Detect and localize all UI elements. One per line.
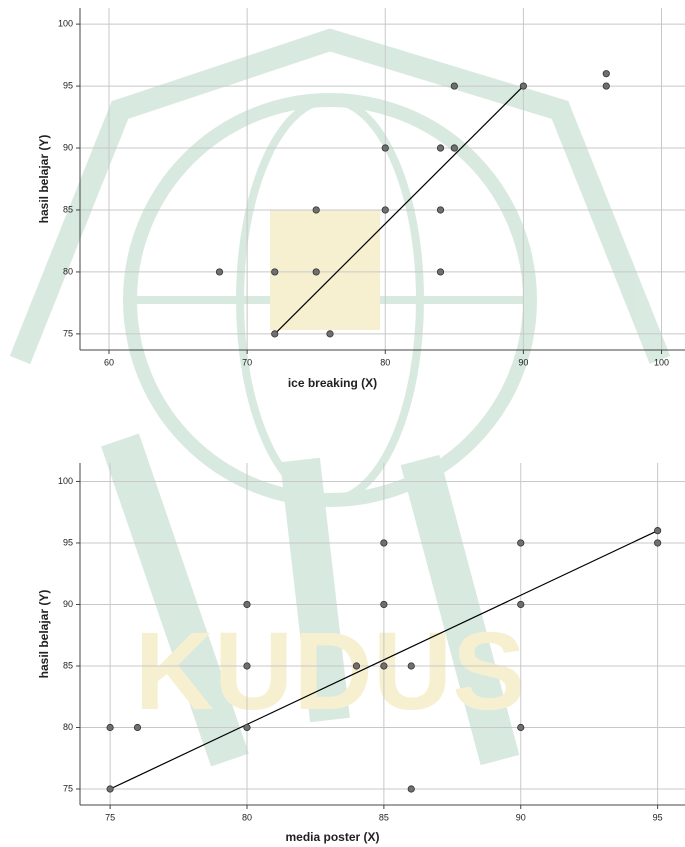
data-point: [382, 145, 388, 151]
data-point: [451, 83, 457, 89]
y-tick-label: 90: [63, 599, 73, 609]
data-point: [518, 601, 524, 607]
y-tick-label: 75: [63, 783, 73, 793]
data-point: [107, 786, 113, 792]
data-point: [518, 724, 524, 730]
x-axis-title: ice breaking (X): [288, 376, 377, 390]
x-axis-title: media poster (X): [285, 830, 379, 844]
y-tick-label: 100: [58, 476, 73, 486]
data-point: [244, 724, 250, 730]
data-point: [654, 540, 660, 546]
data-point: [107, 724, 113, 730]
data-point: [381, 540, 387, 546]
data-point: [437, 145, 443, 151]
page: {"chart_data": [ {"type": "scatter", "x_…: [0, 0, 685, 847]
data-point: [216, 269, 222, 275]
y-tick-label: 85: [63, 204, 73, 214]
data-point: [313, 269, 319, 275]
data-point: [451, 145, 457, 151]
y-tick-label: 95: [63, 80, 73, 90]
data-point: [382, 207, 388, 213]
x-tick-label: 85: [379, 812, 389, 822]
y-axis-title: hasil belajar (Y): [37, 135, 51, 224]
data-point: [654, 527, 660, 533]
x-tick-label: 70: [242, 357, 252, 367]
data-point: [408, 786, 414, 792]
y-tick-label: 80: [63, 266, 73, 276]
x-tick-label: 95: [653, 812, 663, 822]
data-point: [518, 540, 524, 546]
data-point: [353, 663, 359, 669]
data-point: [381, 601, 387, 607]
data-point: [520, 83, 526, 89]
x-tick-label: 75: [105, 812, 115, 822]
y-tick-label: 100: [58, 18, 73, 28]
x-tick-label: 90: [516, 812, 526, 822]
data-point: [244, 663, 250, 669]
data-point: [603, 70, 609, 76]
data-point: [272, 331, 278, 337]
x-tick-label: 60: [104, 357, 114, 367]
data-point: [134, 724, 140, 730]
y-tick-label: 75: [63, 328, 73, 338]
y-tick-label: 80: [63, 722, 73, 732]
data-point: [313, 207, 319, 213]
y-tick-label: 95: [63, 537, 73, 547]
watermark-tower: [270, 210, 380, 330]
data-point: [244, 601, 250, 607]
y-axis-title: hasil belajar (Y): [37, 590, 51, 679]
data-point: [437, 269, 443, 275]
x-tick-label: 90: [518, 357, 528, 367]
data-point: [603, 83, 609, 89]
x-tick-label: 80: [380, 357, 390, 367]
x-tick-label: 100: [654, 357, 669, 367]
x-tick-label: 80: [242, 812, 252, 822]
y-tick-label: 90: [63, 142, 73, 152]
data-point: [437, 207, 443, 213]
y-tick-label: 85: [63, 660, 73, 670]
data-point: [272, 269, 278, 275]
data-point: [408, 663, 414, 669]
data-point: [381, 663, 387, 669]
watermark-text: KUDUS: [134, 610, 525, 733]
data-point: [327, 331, 333, 337]
chart: KUDUS 60 70 80 90 100 75 80 85 90 95 100 ice breaki…: [0, 0, 685, 847]
